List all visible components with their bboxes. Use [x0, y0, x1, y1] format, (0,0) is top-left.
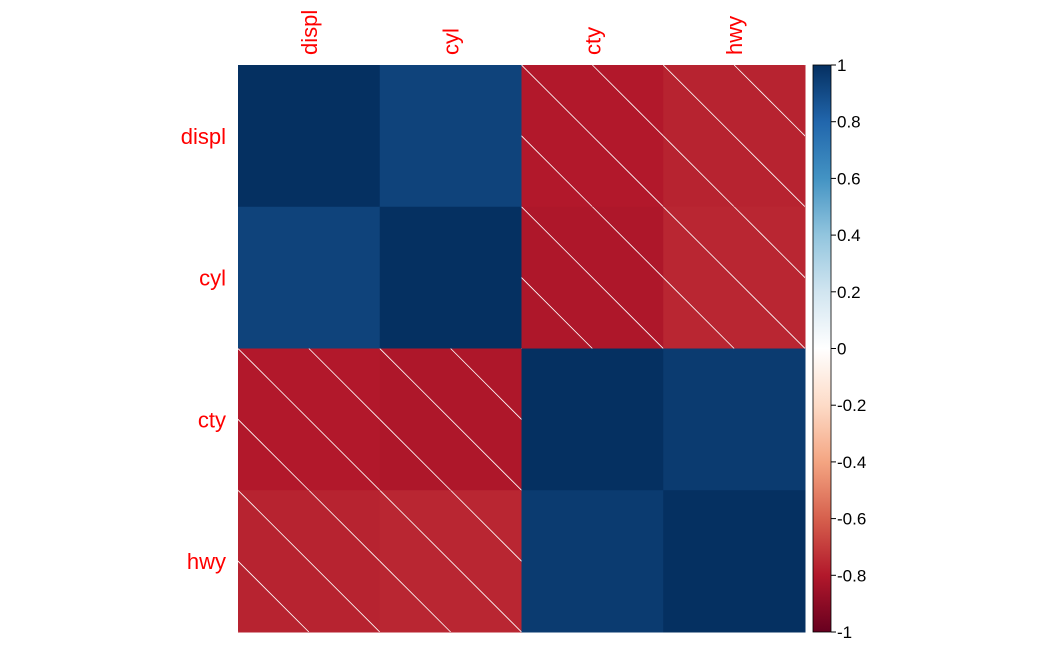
colorbar-tick-label: -0.2 — [837, 396, 866, 415]
hatch-line — [308, 348, 380, 420]
hatch-hwy-cyl — [379, 490, 522, 632]
hatch-line — [663, 65, 805, 207]
hatch-line — [521, 206, 664, 349]
heatmap-cell-displ-cyl — [379, 65, 522, 208]
row-label-displ: displ — [181, 124, 226, 149]
hatch-line — [238, 418, 310, 491]
hatch-displ-cty — [521, 65, 664, 207]
column-label-cty: cty — [580, 27, 605, 55]
hatch-displ-hwy — [663, 65, 805, 207]
hatch-line — [521, 135, 593, 207]
hatch-line — [379, 490, 522, 632]
heatmap-cell-hwy-cty — [521, 490, 664, 633]
heatmap-cell-cyl-cyl — [379, 206, 522, 349]
hatch-line — [733, 206, 805, 279]
column-labels: displ cyl cty hwy — [297, 10, 747, 55]
row-label-cyl: cyl — [199, 266, 226, 291]
colorbar-tick-label: 1 — [837, 56, 846, 75]
hatch-cty-displ — [238, 348, 380, 491]
heatmap-cell-cty-hwy — [663, 348, 806, 491]
colorbar-scale — [812, 64, 832, 633]
heatmap-cell-hwy-hwy — [663, 490, 806, 633]
hatch-line — [592, 206, 664, 279]
colorbar-tick-label: -0.8 — [837, 566, 866, 585]
heatmap-cell-cyl-displ — [238, 206, 381, 349]
negative-hatching — [238, 65, 805, 632]
colorbar-tick-label: 0.8 — [837, 113, 861, 132]
hatch-line — [521, 277, 593, 349]
row-labels: displ cyl cty hwy — [181, 124, 226, 574]
hatch-line — [238, 490, 380, 632]
heatmap-cell-cty-cty — [521, 348, 664, 491]
hatch-line — [663, 135, 735, 207]
hatch-line — [450, 348, 522, 420]
hatch-cty-cyl — [379, 348, 522, 491]
column-label-hwy: hwy — [722, 16, 747, 55]
hatch-cyl-cty — [521, 206, 664, 349]
hatch-line — [663, 277, 735, 349]
colorbar-tick-label: -1 — [837, 623, 852, 642]
column-label-cyl: cyl — [439, 28, 464, 55]
heatmap-cells — [238, 65, 806, 633]
colorbar-tick-label: -0.6 — [837, 510, 866, 529]
hatch-line — [663, 206, 805, 349]
colorbar-tick-label: 0.6 — [837, 169, 861, 188]
colorbar-tick-label: 0 — [837, 340, 846, 359]
hatch-line — [733, 65, 805, 137]
hatch-line — [379, 418, 451, 491]
hatch-line — [450, 490, 522, 562]
hatch-line — [379, 348, 522, 491]
colorbar-tick-label: 0.4 — [837, 226, 861, 245]
row-label-hwy: hwy — [187, 549, 226, 574]
hatch-line — [521, 65, 664, 207]
column-label-displ: displ — [297, 10, 322, 55]
colorbar-tick-label: -0.4 — [837, 453, 866, 472]
hatch-line — [592, 65, 664, 137]
hatch-cyl-hwy — [663, 206, 805, 349]
row-label-cty: cty — [198, 407, 226, 432]
hatch-line — [238, 348, 380, 491]
heatmap-cell-displ-displ — [238, 65, 381, 208]
hatch-line — [308, 490, 380, 562]
colorbar: 1 0.8 0.6 0.4 0.2 0 -0.2 -0.4 -0.6 -0.8 -1 — [812, 56, 866, 642]
hatch-hwy-displ — [238, 490, 380, 632]
hatch-line — [379, 560, 451, 632]
hatch-line — [238, 560, 310, 632]
colorbar-tick-label: 0.2 — [837, 283, 861, 302]
